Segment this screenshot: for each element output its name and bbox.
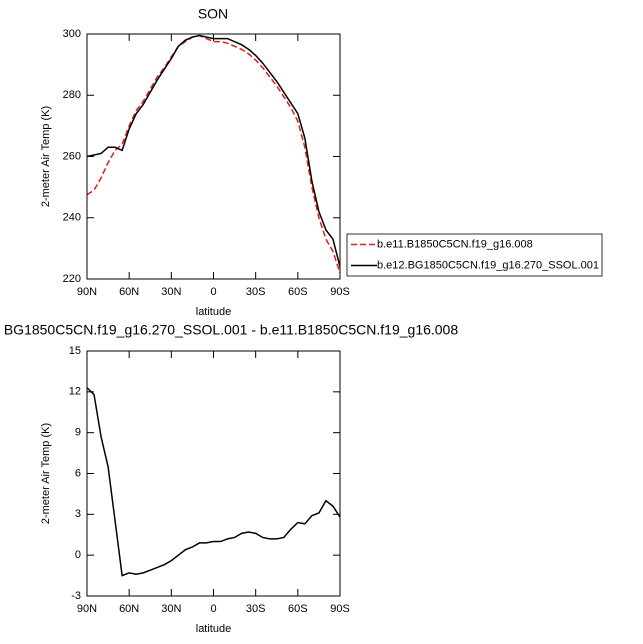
x-tick-label: 90N [77,286,97,298]
plot-frame [86,350,341,597]
y-tick-label: 240 [63,212,81,224]
chart-title: SON [198,6,228,22]
x-tick-label: 30S [246,286,266,298]
x-axis-label: latitude [196,623,231,635]
legend-label: b.e12.BG1850C5CN.f19_g16.270_SSOL.001 [377,259,599,271]
x-tick-label: 60N [119,603,139,615]
legend-label: b.e11.B1850C5CN.f19_g16.008 [377,238,533,250]
chart-title: BG1850C5CN.f19_g16.270_SSOL.001 - b.e11.… [4,322,459,338]
y-tick-label: 0 [75,549,81,561]
y-tick-label: 300 [63,28,81,40]
data-line [86,34,341,267]
x-tick-label: 0 [210,286,216,298]
y-tick-label: -3 [71,590,81,602]
x-axis-label: latitude [196,306,231,318]
x-tick-label: 0 [210,603,216,615]
y-tick-label: 280 [63,89,81,101]
x-tick-label: 90S [330,603,350,615]
x-tick-label: 90N [77,603,97,615]
y-tick-label: 12 [69,386,81,398]
x-tick-label: 30N [161,286,181,298]
x-tick-label: 90S [330,286,350,298]
x-tick-label: 60N [119,286,139,298]
data-line [86,34,341,274]
plot-frame [86,33,341,280]
y-axis-label: 2-meter Air Temp (K) [40,106,52,207]
x-tick-label: 30S [246,603,266,615]
y-tick-label: 3 [75,508,81,520]
x-tick-label: 60S [288,286,308,298]
y-tick-label: 220 [63,273,81,285]
y-tick-label: 9 [75,427,81,439]
y-axis-label: 2-meter Air Temp (K) [40,423,52,524]
x-tick-label: 30N [161,603,181,615]
y-tick-label: 15 [69,345,81,357]
y-tick-label: 260 [63,150,81,162]
legend-box [346,233,603,277]
x-tick-label: 60S [288,603,308,615]
y-tick-label: 6 [75,467,81,479]
data-line [86,387,341,577]
